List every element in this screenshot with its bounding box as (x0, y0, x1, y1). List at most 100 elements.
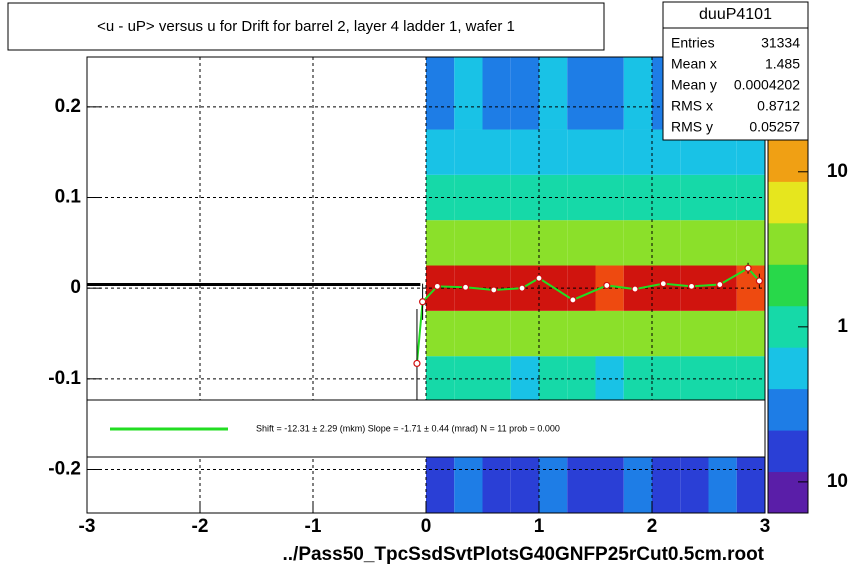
heatmap-cell (652, 310, 681, 357)
color-bar (768, 471, 808, 514)
z-tick-label: 1 (837, 316, 848, 337)
chart-title: <u - uP> versus u for Drift for barrel 2… (97, 18, 515, 35)
profile-point (518, 284, 526, 292)
profile-point (744, 264, 752, 272)
heatmap-cell (567, 129, 596, 175)
profile-point (535, 274, 543, 282)
stats-label: Mean x (671, 56, 717, 72)
stats-label: RMS y (671, 119, 713, 135)
stats-title: duuP4101 (699, 6, 772, 23)
color-bar (768, 264, 808, 307)
y-tick-label: 0 (70, 277, 81, 298)
heatmap-cell (510, 220, 539, 266)
stats-value: 1.485 (765, 56, 800, 72)
heatmap-cell (482, 220, 511, 266)
color-bar (768, 181, 808, 224)
plot-frame (86, 56, 766, 514)
heatmap-cell (595, 57, 624, 130)
profile-point (631, 285, 639, 293)
z-tick-label: 10 (827, 471, 848, 492)
profile-point (716, 280, 724, 289)
stats-value: 31334 (761, 35, 800, 51)
heatmap-cell (510, 57, 539, 130)
stats-label: RMS x (671, 98, 713, 114)
profile-point (569, 296, 577, 304)
heatmap-cell (454, 129, 483, 175)
x-tick-label: 1 (534, 516, 545, 537)
heatmap-cell (482, 310, 511, 357)
stats-label: Mean y (671, 77, 717, 93)
stats-value: 0.0004202 (734, 77, 800, 93)
heatmap-cell (708, 310, 737, 357)
x-tick-label: -2 (192, 516, 209, 537)
heatmap-cell (623, 57, 652, 130)
heatmap-cell (539, 220, 568, 266)
y-tick-label: 0.2 (55, 96, 81, 117)
heatmap-cell (426, 129, 455, 175)
heatmap-cell (567, 220, 596, 266)
heatmap-cell (510, 310, 539, 357)
z-tick-label: 10 (827, 161, 848, 182)
stats-value: 0.8712 (757, 98, 800, 114)
heatmap-cell (623, 129, 652, 175)
heatmap-cell (680, 310, 709, 357)
heatmap-cell (454, 220, 483, 266)
x-tick-label: 0 (421, 516, 432, 537)
heatmap-cell (426, 57, 455, 130)
profile-point (603, 281, 611, 290)
heatmap-cell (595, 220, 624, 266)
heatmap-cell (482, 57, 511, 130)
profile-point (413, 359, 421, 368)
heatmap-cell (680, 446, 709, 513)
color-bar (768, 222, 808, 265)
heatmap-cell (708, 220, 737, 266)
heatmap-cell (680, 220, 709, 266)
heatmap-cell (454, 57, 483, 130)
heatmap-cell (595, 446, 624, 513)
title-box (7, 2, 605, 51)
heatmap-cell (595, 310, 624, 357)
profile-point (433, 282, 441, 290)
heatmap-cell (539, 129, 568, 175)
heatmap-cell (454, 446, 483, 513)
heatmap-cell (482, 446, 511, 513)
color-bar (768, 430, 808, 473)
heatmap-cell (539, 310, 568, 357)
heatmap-cell (510, 446, 539, 513)
stats-value: 0.05257 (749, 119, 800, 135)
x-tick-label: 3 (760, 516, 771, 537)
heatmap-cell (736, 310, 765, 357)
heatmap-cell (623, 446, 652, 513)
color-bar (768, 139, 808, 182)
heatmap-cell (454, 310, 483, 357)
x-tick-label: 2 (647, 516, 658, 537)
heatmap-cell (736, 446, 765, 513)
heatmap-cell (567, 310, 596, 357)
x-tick-label: -3 (79, 516, 96, 537)
x-tick-label: -1 (305, 516, 322, 537)
legend-text: Shift = -12.31 ± 2.29 (mkm) Slope = -1.7… (256, 423, 560, 433)
profile-point (461, 283, 470, 291)
heatmap-cell (567, 57, 596, 130)
y-tick-label: -0.1 (48, 368, 81, 389)
heatmap-cell (652, 446, 681, 513)
profile-point (490, 286, 498, 294)
heatmap-cell (510, 129, 539, 175)
color-bar (768, 388, 808, 431)
stats-label: Entries (671, 35, 715, 51)
heatmap-cell (482, 129, 511, 175)
profile-point (755, 277, 763, 285)
heatmap-cell (426, 446, 455, 513)
x-axis-label: ../Pass50_TpcSsdSvtPlotsG40GNFP25rCut0.5… (282, 544, 764, 565)
heatmap-cell (539, 446, 568, 513)
heatmap-cell (623, 220, 652, 266)
heatmap-cell (708, 446, 737, 513)
y-tick-label: -0.2 (48, 459, 81, 480)
y-tick-label: 0.1 (55, 187, 82, 208)
heatmap-cell (567, 446, 596, 513)
heatmap-cell (426, 310, 455, 357)
profile-point (419, 298, 427, 306)
heatmap-cell (426, 220, 455, 266)
color-bar (768, 347, 808, 390)
